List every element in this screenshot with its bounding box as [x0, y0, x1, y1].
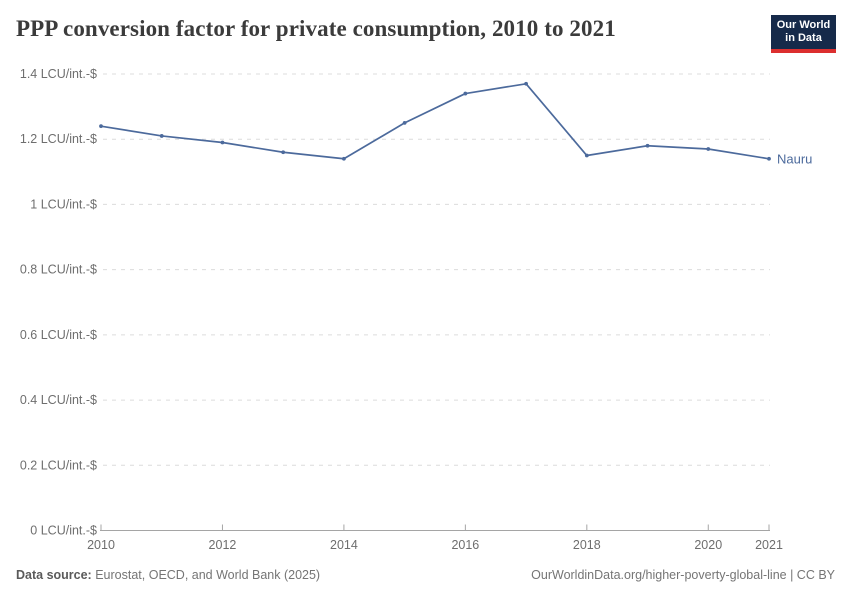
owid-logo-text-line1: Our World	[776, 19, 831, 31]
data-point	[706, 147, 711, 151]
data-source-note: Data source: Eurostat, OECD, and World B…	[16, 568, 320, 582]
page-title: PPP conversion factor for private consum…	[16, 16, 616, 41]
entity-label-nauru: Nauru	[777, 151, 812, 166]
y-tick-label: 0.4 LCU/int.-$	[20, 393, 97, 407]
x-tick-label: 2010	[87, 538, 115, 552]
owid-logo-text-line2: in Data	[785, 32, 822, 44]
data-source-text: Eurostat, OECD, and World Bank (2025)	[95, 568, 321, 582]
data-point	[220, 140, 225, 145]
data-point	[645, 143, 650, 148]
x-tick-label: 2014	[330, 538, 358, 552]
data-point	[281, 150, 286, 155]
credit-line: OurWorldinData.org/higher-poverty-global…	[531, 568, 835, 582]
data-point	[584, 153, 589, 158]
data-point	[99, 124, 103, 129]
x-tick-label: 2016	[451, 538, 479, 552]
y-tick-label: 1.4 LCU/int.-$	[20, 67, 97, 81]
y-tick-label: 0.2 LCU/int.-$	[20, 458, 97, 472]
chart-footer: Data source: Eurostat, OECD, and World B…	[16, 568, 835, 582]
x-tick-label: 2012	[209, 538, 237, 552]
y-tick-label: 0.8 LCU/int.-$	[20, 263, 97, 277]
y-tick-label: 1 LCU/int.-$	[30, 197, 97, 211]
data-point	[159, 134, 164, 138]
data-point	[524, 81, 528, 86]
series-line-nauru	[100, 82, 770, 160]
y-tick-label: 0 LCU/int.-$	[30, 524, 97, 538]
data-point	[342, 156, 346, 161]
y-tick-label: 0.6 LCU/int.-$	[20, 328, 97, 342]
y-tick-label: 1.2 LCU/int.-$	[20, 132, 97, 146]
owid-logo: Our World in Data	[771, 15, 836, 53]
data-point	[463, 91, 468, 96]
x-tick-label: 2020	[694, 538, 722, 552]
data-point	[767, 156, 771, 161]
x-tick-label: 2018	[573, 538, 601, 552]
data-point	[402, 121, 407, 125]
x-tick-label: 2021	[755, 538, 783, 552]
data-source-label: Data source:	[16, 568, 92, 582]
